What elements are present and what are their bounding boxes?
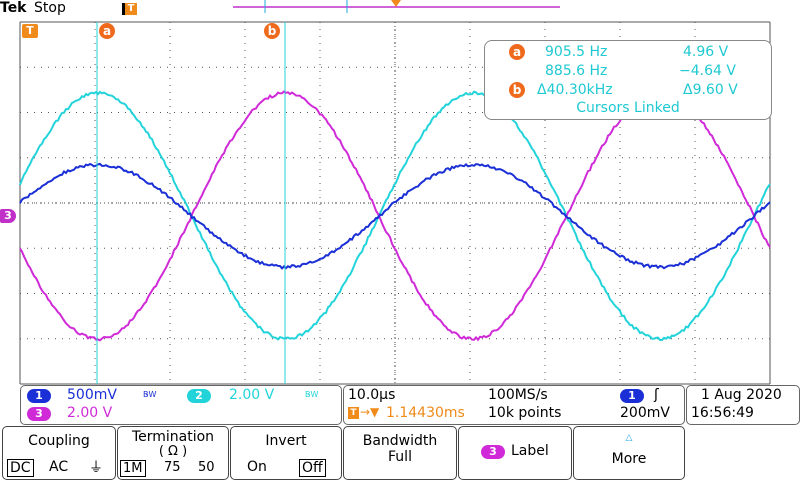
ch3-indicator: 3 — [27, 407, 51, 421]
termination-menu-button[interactable]: Termination ( Ω ) 1M 75 50 — [117, 426, 229, 480]
cursor-a-badge: a — [509, 44, 525, 60]
trigger-position-small-icon: T — [348, 407, 359, 419]
ch1-scale: 500mV — [67, 387, 117, 403]
coupling-title: Coupling — [3, 433, 115, 449]
cursor-a-marker[interactable]: a — [99, 23, 115, 39]
horizontal-position: 1.14430ms — [386, 405, 465, 421]
bandwidth-value: Full — [388, 449, 412, 465]
label-menu-button[interactable]: 3 Label — [458, 426, 572, 480]
timebase-trigger-panel[interactable]: 10.0µs 100MS/s T →▼ 1.14430ms 10k points… — [343, 385, 685, 425]
more-title: More — [574, 451, 684, 467]
invert-off-option[interactable]: Off — [299, 459, 326, 477]
cursors-linked-label: Cursors Linked — [576, 100, 679, 116]
trigger-source-indicator: 1 — [620, 389, 644, 403]
bandwidth-menu-button[interactable]: Bandwidth Full — [343, 426, 457, 480]
acquisition-state: Stop — [34, 0, 66, 16]
invert-on-option[interactable]: On — [247, 459, 267, 475]
datetime-panel: 1 Aug 2020 16:56:49 — [686, 385, 800, 425]
channel-3-ground-marker: 3 — [0, 209, 16, 223]
bandwidth-title: Bandwidth — [344, 433, 456, 449]
ch1-indicator: 1 — [27, 389, 51, 403]
horizontal-scale: 10.0µs — [348, 387, 395, 403]
trigger-position-icon: T — [122, 3, 137, 15]
ch1-bw-limit: B̵W — [143, 390, 156, 399]
channel-status-panel[interactable]: 1 500mV B̵W 2 2.00 V B̵W 3 2.00 V — [20, 385, 342, 425]
cursor-a-voltage: 4.96 V — [683, 44, 728, 60]
ch2-indicator: 2 — [187, 389, 211, 403]
ch3-scale: 2.00 V — [67, 405, 112, 421]
ground-icon[interactable]: ⏚ — [89, 457, 103, 477]
date: 1 Aug 2020 — [701, 387, 782, 403]
trigger-position-marker — [391, 0, 401, 7]
termination-unit: ( Ω ) — [118, 444, 228, 459]
coupling-menu-button[interactable]: Coupling DC AC ⏚ — [2, 426, 116, 480]
coupling-dc-option[interactable]: DC — [7, 459, 34, 477]
delta-frequency: Δ40.30kHz — [537, 82, 613, 98]
brand-logo: Tek — [0, 0, 27, 16]
record-length: 10k points — [488, 405, 561, 421]
label-title: Label — [511, 443, 549, 459]
more-menu-button[interactable]: △ More — [573, 426, 685, 480]
delta-voltage: Δ9.60 V — [683, 82, 738, 98]
ch3-label-indicator: 3 — [481, 445, 505, 459]
termination-1m-option[interactable]: 1M — [120, 460, 146, 477]
termination-title: Termination — [118, 429, 228, 445]
cursor-readout-box: a 905.5 Hz 4.96 V 885.6 Hz −4.64 V b Δ40… — [484, 40, 772, 120]
trigger-point-icon: T — [22, 24, 38, 38]
ch2-bw-limit: B̵W — [305, 390, 318, 399]
ch1-waveform — [20, 164, 770, 269]
ch2-scale: 2.00 V — [229, 387, 274, 403]
sample-rate: 100MS/s — [488, 387, 548, 403]
trigger-slope-icon: ʃ — [654, 387, 659, 403]
coupling-ac-option[interactable]: AC — [49, 459, 68, 475]
termination-75-option[interactable]: 75 — [164, 460, 181, 475]
cursor-b-marker[interactable]: b — [264, 23, 280, 39]
invert-title: Invert — [231, 433, 341, 449]
cursor-b-frequency: 885.6 Hz — [545, 63, 607, 79]
more-indicator-icon: △ — [574, 433, 684, 443]
termination-50-option[interactable]: 50 — [198, 460, 215, 475]
time: 16:56:49 — [691, 405, 754, 421]
cursor-b-voltage: −4.64 V — [679, 63, 736, 79]
cursor-a-frequency: 905.5 Hz — [545, 44, 607, 60]
arrow-right-icon: →▼ — [360, 405, 379, 419]
invert-menu-button[interactable]: Invert On Off — [230, 426, 342, 480]
trigger-level: 200mV — [620, 405, 670, 421]
cursor-b-badge: b — [509, 82, 525, 98]
